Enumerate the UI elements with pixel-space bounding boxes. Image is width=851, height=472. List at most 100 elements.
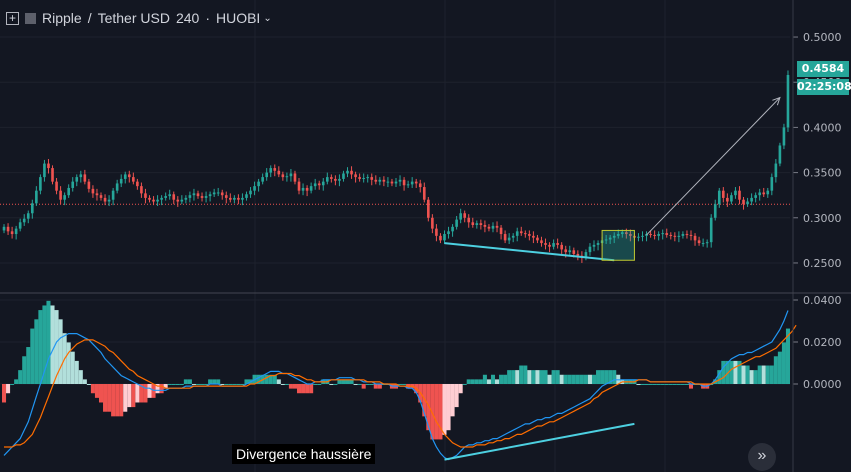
candle-body: [487, 226, 491, 229]
candle-body: [14, 228, 18, 235]
interval-label[interactable]: 240: [175, 10, 200, 26]
macd-histogram-bar: [729, 360, 734, 384]
symbol-separator: /: [87, 10, 92, 26]
candle-body: [730, 195, 733, 202]
symbol-quote[interactable]: Tether USD: [97, 10, 170, 26]
macd-histogram-bar: [680, 384, 685, 385]
chevron-down-icon[interactable]: ⌄: [263, 12, 272, 24]
macd-histogram-bar: [636, 384, 641, 385]
candle-body: [608, 237, 612, 240]
macd-histogram-bar: [571, 374, 576, 384]
candle-body: [293, 173, 297, 182]
candle-body: [30, 203, 34, 214]
macd-histogram-bar: [442, 384, 447, 435]
candle-body: [148, 197, 151, 200]
macd-histogram-bar: [515, 370, 520, 384]
exchange-label[interactable]: HUOBI: [215, 10, 261, 26]
candle-body: [79, 174, 83, 178]
macd-histogram-bar: [575, 374, 580, 384]
candle-body: [701, 243, 705, 245]
macd-histogram-bar: [365, 384, 370, 385]
candle-body: [136, 181, 139, 187]
macd-histogram-bar: [82, 379, 87, 384]
macd-histogram-bar: [70, 351, 75, 384]
candle-body: [734, 190, 737, 196]
candle-body: [620, 232, 624, 235]
candle-body: [285, 176, 289, 178]
candle-body: [382, 179, 386, 182]
candle-body: [378, 179, 382, 182]
macd-histogram-bar: [648, 384, 653, 385]
macd-histogram-bar: [438, 384, 443, 440]
candle-body: [346, 170, 349, 174]
candle-body: [269, 168, 273, 173]
macd-histogram-bar: [612, 370, 617, 384]
candle-body: [649, 234, 652, 236]
macd-histogram-bar: [46, 300, 51, 384]
macd-histogram-bar: [559, 374, 564, 384]
macd-histogram-bar: [591, 374, 597, 384]
candle-body: [548, 244, 551, 247]
candle-body: [653, 234, 656, 236]
macd-histogram-bar: [187, 379, 192, 384]
candle-body: [625, 232, 628, 235]
candle-body: [552, 243, 555, 247]
macd-histogram-bar: [741, 365, 746, 384]
candle-body: [750, 197, 753, 202]
candle-body: [483, 225, 487, 227]
macd-histogram-bar: [272, 374, 277, 384]
macd-histogram-bar: [228, 384, 233, 385]
macd-histogram-bar: [398, 384, 403, 385]
add-symbol-icon[interactable]: +: [6, 11, 19, 25]
macd-histogram-bar: [216, 379, 221, 384]
macd-histogram-bar: [86, 384, 91, 385]
countdown-tag: 02:25:08: [797, 79, 851, 95]
scroll-to-realtime-button[interactable]: »: [748, 443, 776, 471]
candle-body: [51, 168, 54, 182]
divergence-annotation: Divergence haussière: [232, 444, 376, 464]
candle-body: [281, 174, 285, 178]
candle-body: [330, 177, 333, 179]
macd-histogram-bar: [256, 374, 261, 384]
macd-histogram-bar: [668, 384, 673, 385]
candle-body: [770, 177, 774, 191]
candle-body: [216, 192, 220, 194]
macd-histogram-bar: [66, 342, 71, 384]
macd-histogram-bar: [474, 379, 479, 384]
candle-body: [568, 250, 572, 253]
symbol-base[interactable]: Ripple: [42, 10, 82, 26]
candle-body: [418, 183, 422, 188]
candle-body: [55, 181, 58, 191]
macd-histogram-bar: [402, 384, 407, 385]
macd-histogram-bar: [240, 384, 245, 385]
macd-histogram-bar: [107, 384, 112, 412]
macd-histogram-bar: [478, 379, 483, 384]
macd-histogram-bar: [596, 370, 601, 384]
candle-body: [572, 250, 576, 254]
macd-histogram-bar: [543, 370, 548, 384]
candle-body: [758, 192, 762, 196]
macd-histogram-bar: [212, 379, 217, 384]
macd-histogram-bar: [503, 374, 508, 384]
candle-body: [709, 217, 713, 243]
macd-histogram-bar: [676, 384, 681, 385]
candle-body: [612, 235, 616, 238]
macd-histogram-bar: [684, 384, 689, 385]
macd-histogram-bar: [292, 384, 297, 389]
candle-body: [443, 234, 446, 241]
macd-histogram-bar: [482, 374, 487, 384]
candle-body: [229, 197, 232, 200]
macd-histogram-bar: [54, 310, 59, 384]
candle-body: [83, 174, 87, 182]
candle-body: [588, 246, 592, 253]
candle-body: [95, 193, 99, 196]
candle-body: [99, 195, 103, 198]
candle-body: [224, 195, 228, 198]
candle-body: [358, 177, 361, 179]
candle-body: [107, 199, 111, 202]
macd-histogram-bar: [737, 360, 742, 384]
macd-tick-label: 0.0400: [803, 294, 842, 307]
candle-body: [111, 190, 115, 200]
